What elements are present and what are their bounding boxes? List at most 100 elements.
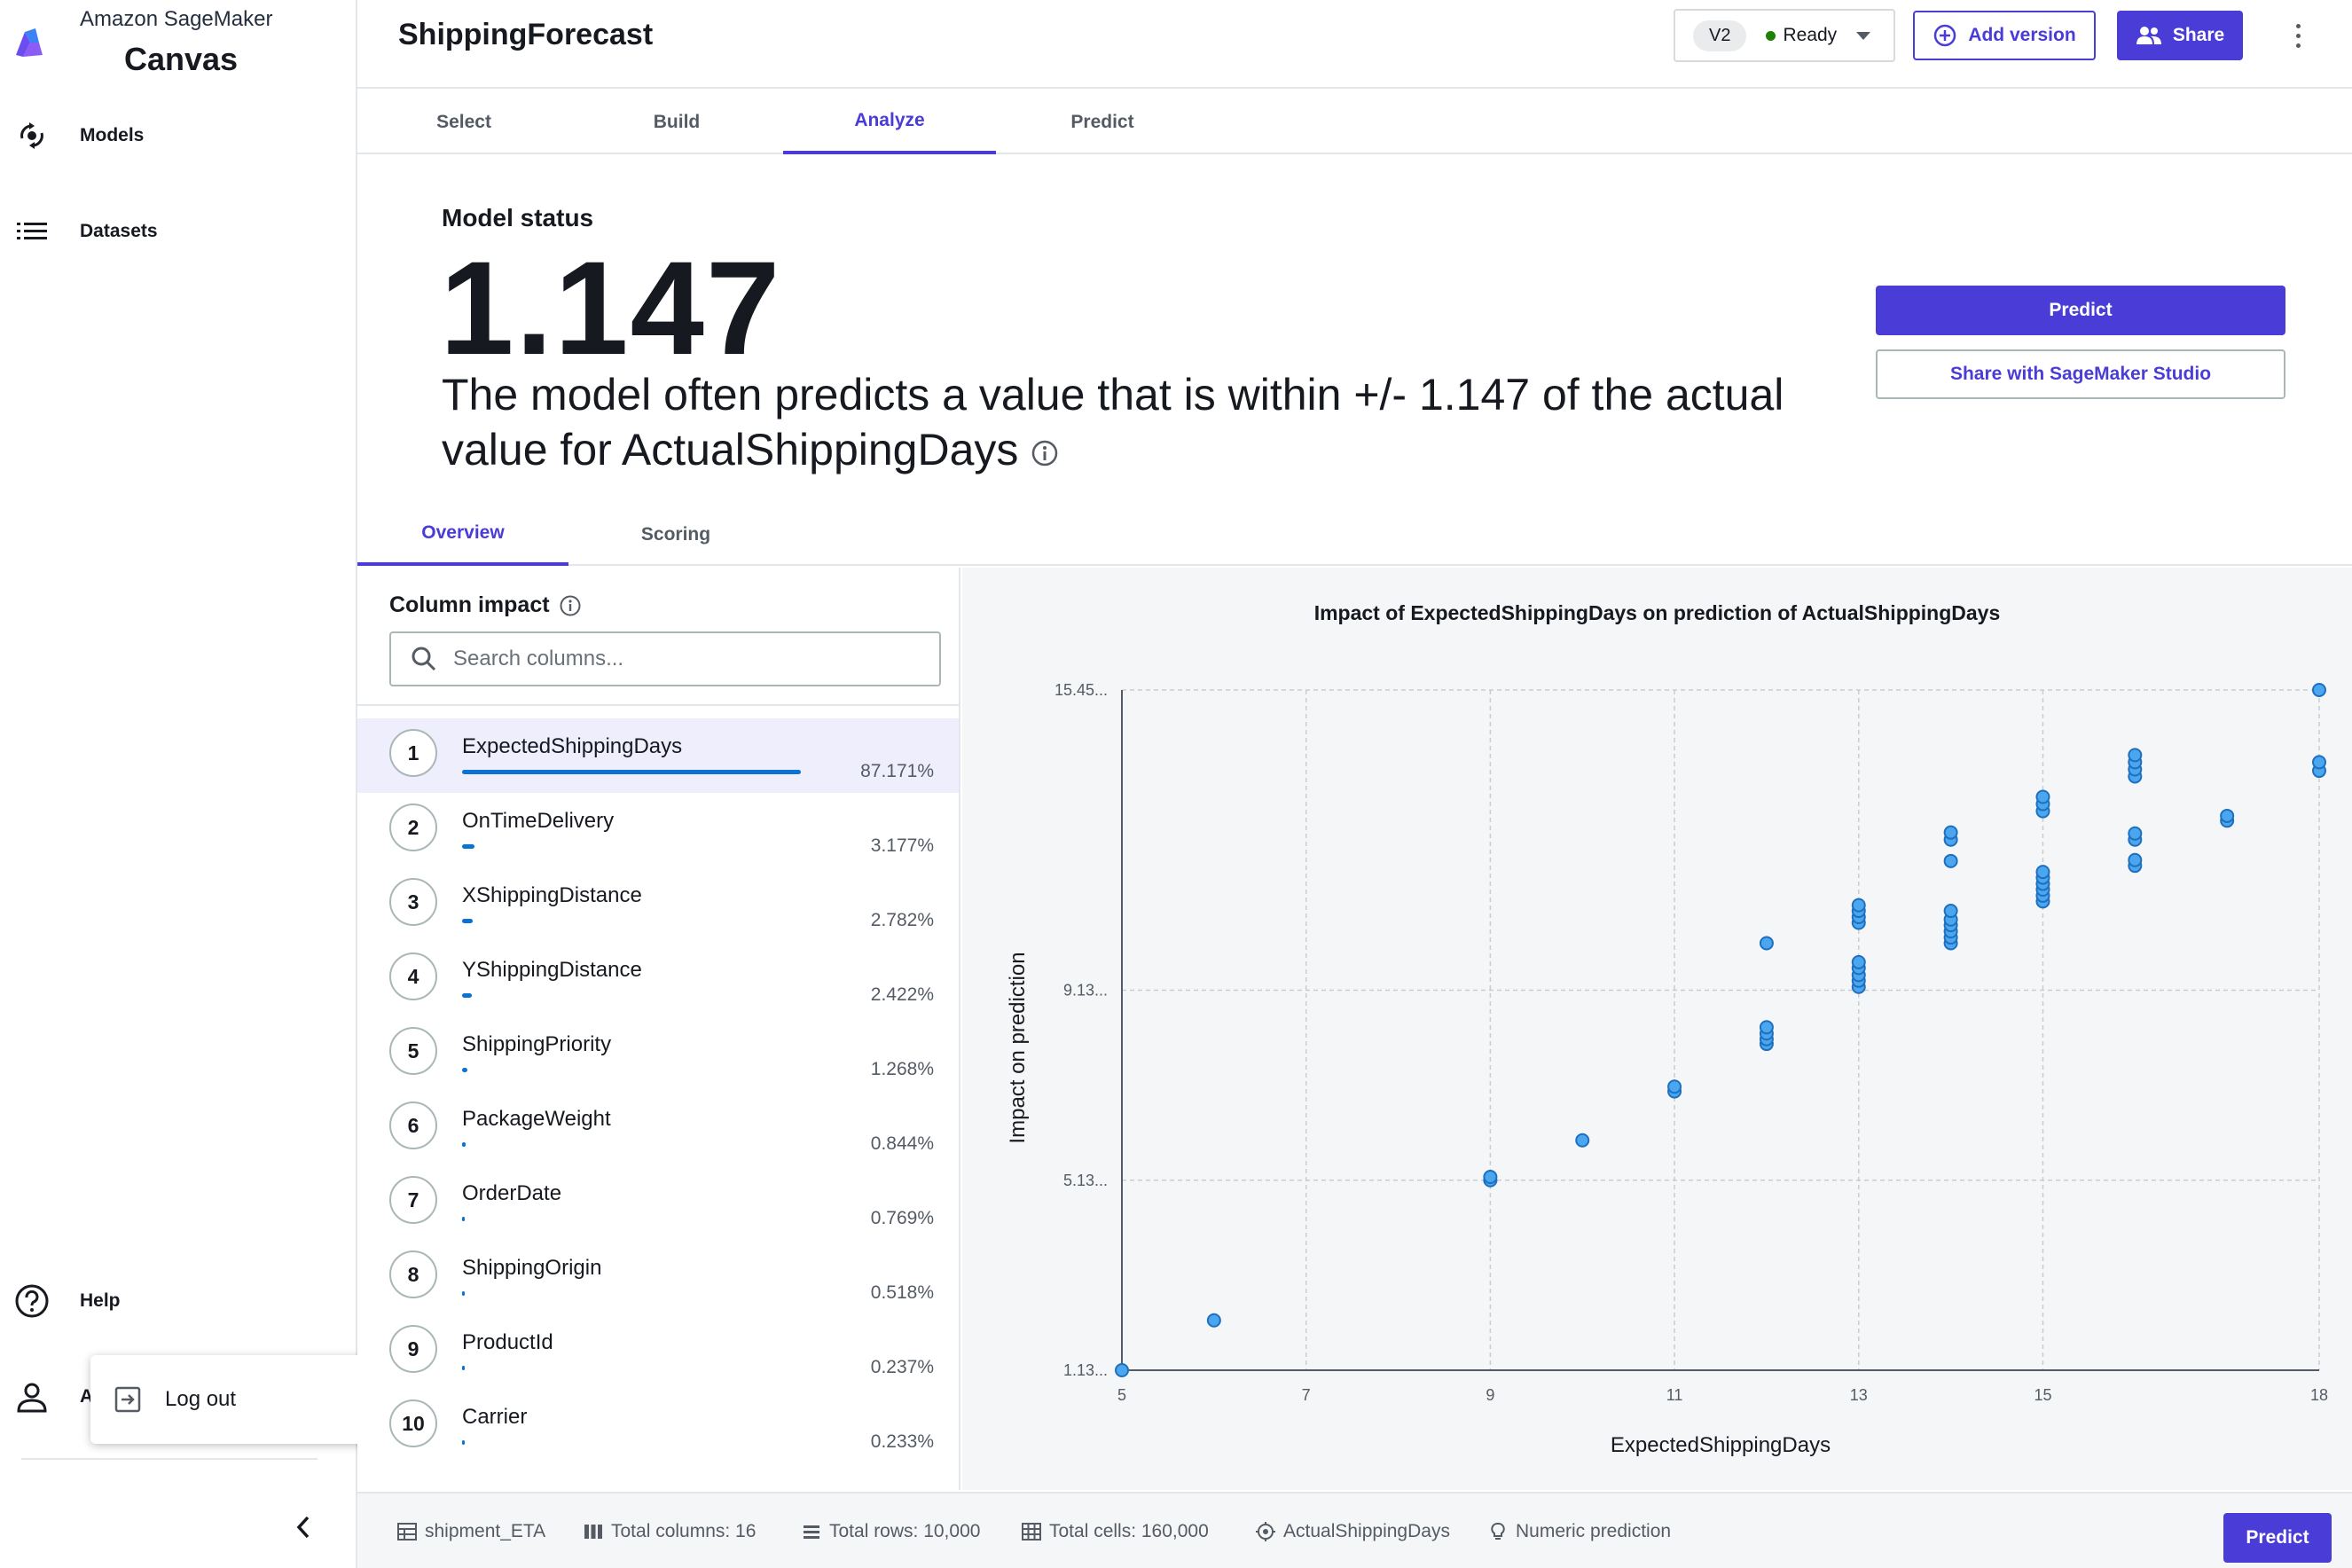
predict-button[interactable]: Predict xyxy=(1876,286,2285,335)
scatter-point xyxy=(1851,954,1866,969)
impact-percent: 0.769% xyxy=(870,1208,934,1228)
column-name: YShippingDistance xyxy=(462,958,642,982)
impact-bar xyxy=(462,1142,466,1147)
help-icon xyxy=(14,1283,50,1319)
column-impact-row[interactable]: 8 ShippingOrigin 0.518% xyxy=(357,1240,959,1314)
model-status-title: Model status xyxy=(442,204,594,231)
rank-badge: 5 xyxy=(389,1027,437,1075)
footer-dataset: shipment_ETA xyxy=(396,1494,545,1568)
scatter-point xyxy=(1206,1313,1221,1328)
footer-total-cells: Total cells: 160,000 xyxy=(1021,1494,1209,1568)
column-name: ExpectedShippingDays xyxy=(462,734,683,758)
logout-label: Log out xyxy=(165,1387,237,1411)
footer-target-label: ActualShippingDays xyxy=(1283,1521,1450,1541)
version-dropdown[interactable]: V2 Ready xyxy=(1674,9,1895,62)
info-icon[interactable] xyxy=(559,594,582,617)
column-impact-label: Column impact xyxy=(389,592,550,617)
footer-total-cells-label: Total cells: 160,000 xyxy=(1049,1521,1209,1541)
column-impact-row[interactable]: 1 ExpectedShippingDays 87.171% xyxy=(357,718,959,793)
impact-percent: 3.177% xyxy=(870,835,934,856)
impact-percent: 87.171% xyxy=(860,761,934,781)
scatter-point xyxy=(1483,1170,1498,1185)
scatter-point xyxy=(1575,1133,1590,1148)
sidebar-divider xyxy=(21,1458,318,1460)
share-with-studio-button[interactable]: Share with SageMaker Studio xyxy=(1876,349,2285,399)
footer-total-columns-label: Total columns: 16 xyxy=(611,1521,757,1541)
impact-bar xyxy=(462,770,801,774)
impact-percent: 0.844% xyxy=(870,1133,934,1154)
column-name: ProductId xyxy=(462,1330,553,1354)
column-impact-row[interactable]: 6 PackageWeight 0.844% xyxy=(357,1091,959,1165)
x-tick-label: 18 xyxy=(2310,1386,2328,1404)
sidebar-item-label: Datasets xyxy=(80,221,158,241)
chevron-left-icon xyxy=(296,1516,310,1539)
scatter-point xyxy=(1943,853,1958,868)
sidebar: Amazon SageMaker Canvas Models Datasets xyxy=(0,0,357,1568)
scatter-point xyxy=(2128,852,2143,867)
sidebar-item-datasets[interactable]: Datasets xyxy=(0,200,356,263)
footer-total-rows-label: Total rows: 10,000 xyxy=(829,1521,981,1541)
more-options-icon[interactable] xyxy=(2280,16,2316,55)
collapse-sidebar-button[interactable] xyxy=(286,1509,321,1545)
column-impact-row[interactable]: 4 YShippingDistance 2.422% xyxy=(357,942,959,1016)
tab-build[interactable]: Build xyxy=(653,112,701,132)
column-name: OrderDate xyxy=(462,1181,562,1205)
column-impact-row[interactable]: 5 ShippingPriority 1.268% xyxy=(357,1016,959,1091)
info-icon[interactable] xyxy=(1031,439,1059,467)
column-name: ShippingPriority xyxy=(462,1032,612,1056)
add-version-label: Add version xyxy=(1968,25,2076,45)
column-search[interactable] xyxy=(389,631,941,686)
impact-bar xyxy=(462,844,474,849)
column-impact-title: Column impact xyxy=(389,592,582,618)
column-impact-row[interactable]: 3 XShippingDistance 2.782% xyxy=(357,867,959,942)
impact-percent: 0.518% xyxy=(870,1282,934,1303)
users-icon xyxy=(2136,27,2161,44)
column-impact-row[interactable]: 9 ProductId 0.237% xyxy=(357,1314,959,1389)
sidebar-item-models[interactable]: Models xyxy=(0,105,356,167)
scatter-point xyxy=(2035,865,2050,880)
tab-analyze[interactable]: Analyze xyxy=(783,90,996,154)
tab-select[interactable]: Select xyxy=(436,112,491,132)
tab-scoring[interactable]: Scoring xyxy=(640,524,711,545)
share-button[interactable]: Share xyxy=(2117,11,2243,60)
sidebar-item-account[interactable]: A xyxy=(0,1366,356,1428)
impact-bar xyxy=(462,1217,466,1221)
impact-bar xyxy=(462,1068,467,1072)
x-tick-label: 11 xyxy=(1666,1386,1683,1404)
logout-icon xyxy=(114,1386,141,1413)
tab-predict[interactable]: Predict xyxy=(1070,112,1134,132)
x-tick-label: 9 xyxy=(1486,1386,1494,1404)
page-title: ShippingForecast xyxy=(398,18,654,51)
scatter-chart: 5 7 9 11 13 15 18 1.13... 5.13... 9.13... 15.45...… xyxy=(1006,681,2328,1457)
target-icon xyxy=(1256,1522,1275,1541)
list-icon xyxy=(14,214,50,249)
impact-bar xyxy=(462,1440,465,1445)
model-metric-value: 1.147 xyxy=(440,233,782,382)
sidebar-item-help[interactable]: Help xyxy=(0,1270,356,1332)
impact-percent: 2.782% xyxy=(870,910,934,930)
column-impact-row[interactable]: 10 Carrier 0.233% xyxy=(357,1389,959,1463)
lightbulb-icon xyxy=(1491,1522,1505,1540)
x-tick-label: 7 xyxy=(1302,1386,1311,1404)
column-impact-row[interactable]: 7 OrderDate 0.769% xyxy=(357,1165,959,1240)
rank-badge: 6 xyxy=(389,1102,437,1149)
rank-badge: 10 xyxy=(389,1399,437,1447)
scatter-point xyxy=(1759,936,1774,951)
rows-icon xyxy=(804,1525,819,1539)
chart-title: Impact of ExpectedShippingDays on predic… xyxy=(1313,601,2001,624)
grid-icon xyxy=(1022,1523,1041,1541)
y-tick-label: 9.13... xyxy=(1063,982,1108,1000)
sidebar-item-label: A xyxy=(80,1386,94,1407)
scatter-point xyxy=(2312,683,2326,697)
footer-predict-button[interactable]: Predict xyxy=(2223,1513,2332,1563)
scatter-point xyxy=(1115,1363,1129,1377)
chart-panel: Impact of ExpectedShippingDays on predic… xyxy=(962,568,2352,1490)
add-version-button[interactable]: Add version xyxy=(1913,11,2096,60)
scatter-point xyxy=(2220,808,2235,823)
column-name: PackageWeight xyxy=(462,1107,611,1131)
tab-overview[interactable]: Overview xyxy=(357,504,568,566)
scatter-point xyxy=(2035,789,2050,804)
column-impact-row[interactable]: 2 OnTimeDelivery 3.177% xyxy=(357,793,959,867)
sidebar-item-label: Models xyxy=(80,125,145,145)
search-input[interactable] xyxy=(453,647,914,671)
